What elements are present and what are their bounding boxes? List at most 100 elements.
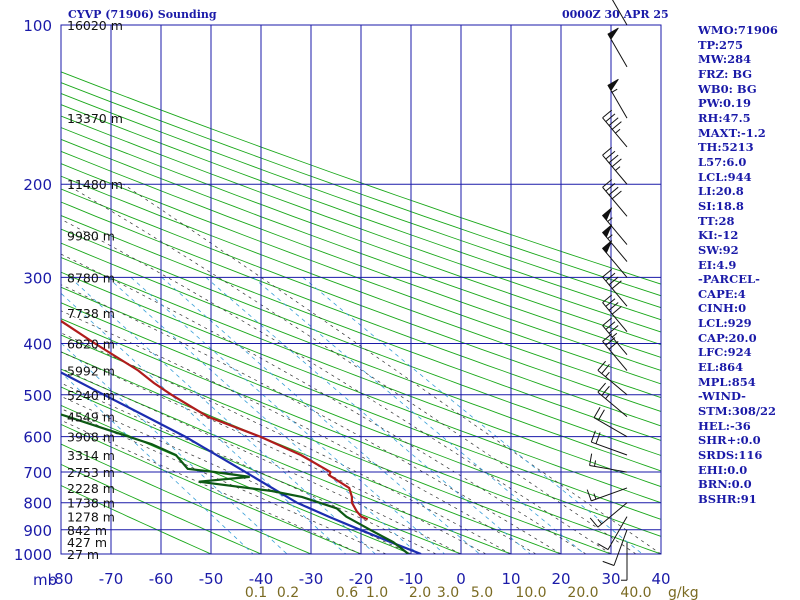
mixing-ratio-line — [69, 277, 376, 554]
temperature-tick-label: 40 — [651, 570, 670, 588]
dry-adiabat — [61, 485, 212, 554]
wind-barb — [607, 27, 628, 68]
moist-adiabat — [123, 183, 661, 554]
index-item: RH:47.5 — [698, 110, 751, 125]
pressure-tick-label: 100 — [23, 17, 52, 35]
dry-adiabat — [61, 228, 661, 456]
mixing-ratio-label: 2.0 — [409, 585, 431, 600]
index-item: L57:6.0 — [698, 154, 747, 169]
pressure-tick-label: 600 — [23, 429, 52, 447]
index-item: SI:18.8 — [698, 198, 744, 213]
mixing-ratio-label: 0.1 — [245, 585, 267, 600]
height-label: 4549 m — [67, 410, 115, 425]
mixing-ratio-line — [130, 277, 445, 554]
pressure-tick-label: 500 — [23, 387, 52, 405]
mixing-ratio-label: 10.0 — [515, 585, 546, 600]
height-label: 13370 m — [67, 111, 123, 126]
mixing-ratio-label: 5.0 — [471, 585, 493, 600]
temperature-tick-label: 10 — [501, 570, 520, 588]
index-item: EI:4.9 — [698, 257, 737, 272]
pressure-tick-label: 900 — [23, 522, 52, 540]
temperature-tick-label: -10 — [399, 570, 424, 588]
index-item: EHI:0.0 — [698, 462, 748, 477]
dewpoint-trace — [61, 413, 410, 554]
index-item: WB0: BG — [698, 81, 757, 96]
wind-barb — [602, 224, 628, 262]
mixing-ratio-label: 0.2 — [277, 585, 299, 600]
mixing-ratio-line — [61, 342, 288, 554]
wind-barb — [611, 0, 628, 26]
index-item: MW:284 — [698, 52, 752, 67]
mixing-ratio-label: 0.6 — [336, 585, 358, 600]
mixing-ratio-line — [161, 277, 480, 554]
index-item: SRDS:116 — [698, 448, 763, 463]
dry-adiabat — [61, 82, 661, 297]
height-label: 1738 m — [67, 496, 115, 511]
height-label: 16020 m — [67, 18, 123, 33]
wind-barb — [602, 333, 628, 371]
mixing-ratio-label: 1.0 — [366, 585, 388, 600]
height-label: 1278 m — [67, 510, 115, 525]
wind-barb — [597, 516, 628, 551]
wind-barb — [602, 529, 628, 566]
index-item: SW:92 — [698, 242, 739, 257]
height-label: 6820 m — [67, 337, 115, 352]
height-label: 5992 m — [67, 364, 115, 379]
index-item: LCL:929 — [698, 316, 752, 331]
index-item: WMO:71906 — [698, 23, 778, 37]
dry-adiabat — [61, 443, 312, 554]
wind-barb — [593, 406, 628, 438]
index-item: KI:-12 — [698, 228, 739, 243]
mixing-ratio-label: 40.0 — [620, 585, 651, 600]
height-label: 8780 m — [67, 270, 115, 285]
wind-barb — [597, 382, 628, 418]
pressure-tick-label: 300 — [23, 269, 52, 287]
temperature-tick-label: -70 — [99, 570, 124, 588]
dry-adiabat — [61, 271, 661, 504]
wind-barb — [602, 147, 628, 185]
chart-title: CYVP (71906) Sounding — [68, 8, 217, 21]
dry-adiabat — [61, 138, 661, 358]
dry-adiabat — [61, 318, 661, 554]
index-item: HEL:-36 — [698, 418, 751, 433]
dry-adiabat — [61, 256, 661, 488]
temperature-tick-label: 0 — [456, 570, 466, 588]
temperature-tick-label: -50 — [199, 570, 224, 588]
height-label: 27 m — [67, 547, 99, 562]
index-item: TP:275 — [698, 37, 744, 52]
height-label: 9980 m — [67, 229, 115, 244]
dry-adiabat — [61, 150, 661, 371]
mixing-ratio-label: 20.0 — [567, 585, 598, 600]
mixing-ratio-line — [302, 277, 643, 554]
wind-barb — [607, 78, 628, 119]
temperature-tick-label: -30 — [299, 570, 324, 588]
mixing-ratio-line — [107, 277, 419, 554]
index-item: SHR+:0.0 — [698, 433, 761, 448]
height-label: 2228 m — [67, 481, 115, 496]
dry-adiabat — [61, 302, 661, 537]
index-item: LFC:924 — [698, 345, 752, 360]
height-label: 11480 m — [67, 177, 123, 192]
wind-barb — [586, 487, 628, 502]
index-item: STM:308/22 — [698, 404, 777, 419]
temperature-tick-label: -60 — [149, 570, 174, 588]
dry-adiabat — [61, 115, 661, 333]
dry-adiabat — [61, 201, 661, 427]
dry-adiabat — [61, 404, 412, 554]
dry-adiabat — [61, 386, 462, 554]
index-item: EL:864 — [698, 360, 744, 375]
temperature-tick-label: -20 — [349, 570, 374, 588]
temperature-tick-label: 30 — [601, 570, 620, 588]
index-item: TT:28 — [698, 213, 735, 228]
mixing-ratio-unit: g/kg — [668, 585, 699, 600]
pressure-tick-label: 700 — [23, 464, 52, 482]
height-label: 5240 m — [67, 388, 115, 403]
dry-adiabat — [61, 104, 661, 321]
height-label: 2753 m — [67, 465, 115, 480]
index-item: CINH:0 — [698, 301, 747, 316]
pressure-tick-label: 200 — [23, 176, 52, 194]
index-item: MPL:854 — [698, 374, 756, 389]
dry-adiabat — [61, 463, 262, 554]
moist-adiabat — [61, 310, 537, 554]
